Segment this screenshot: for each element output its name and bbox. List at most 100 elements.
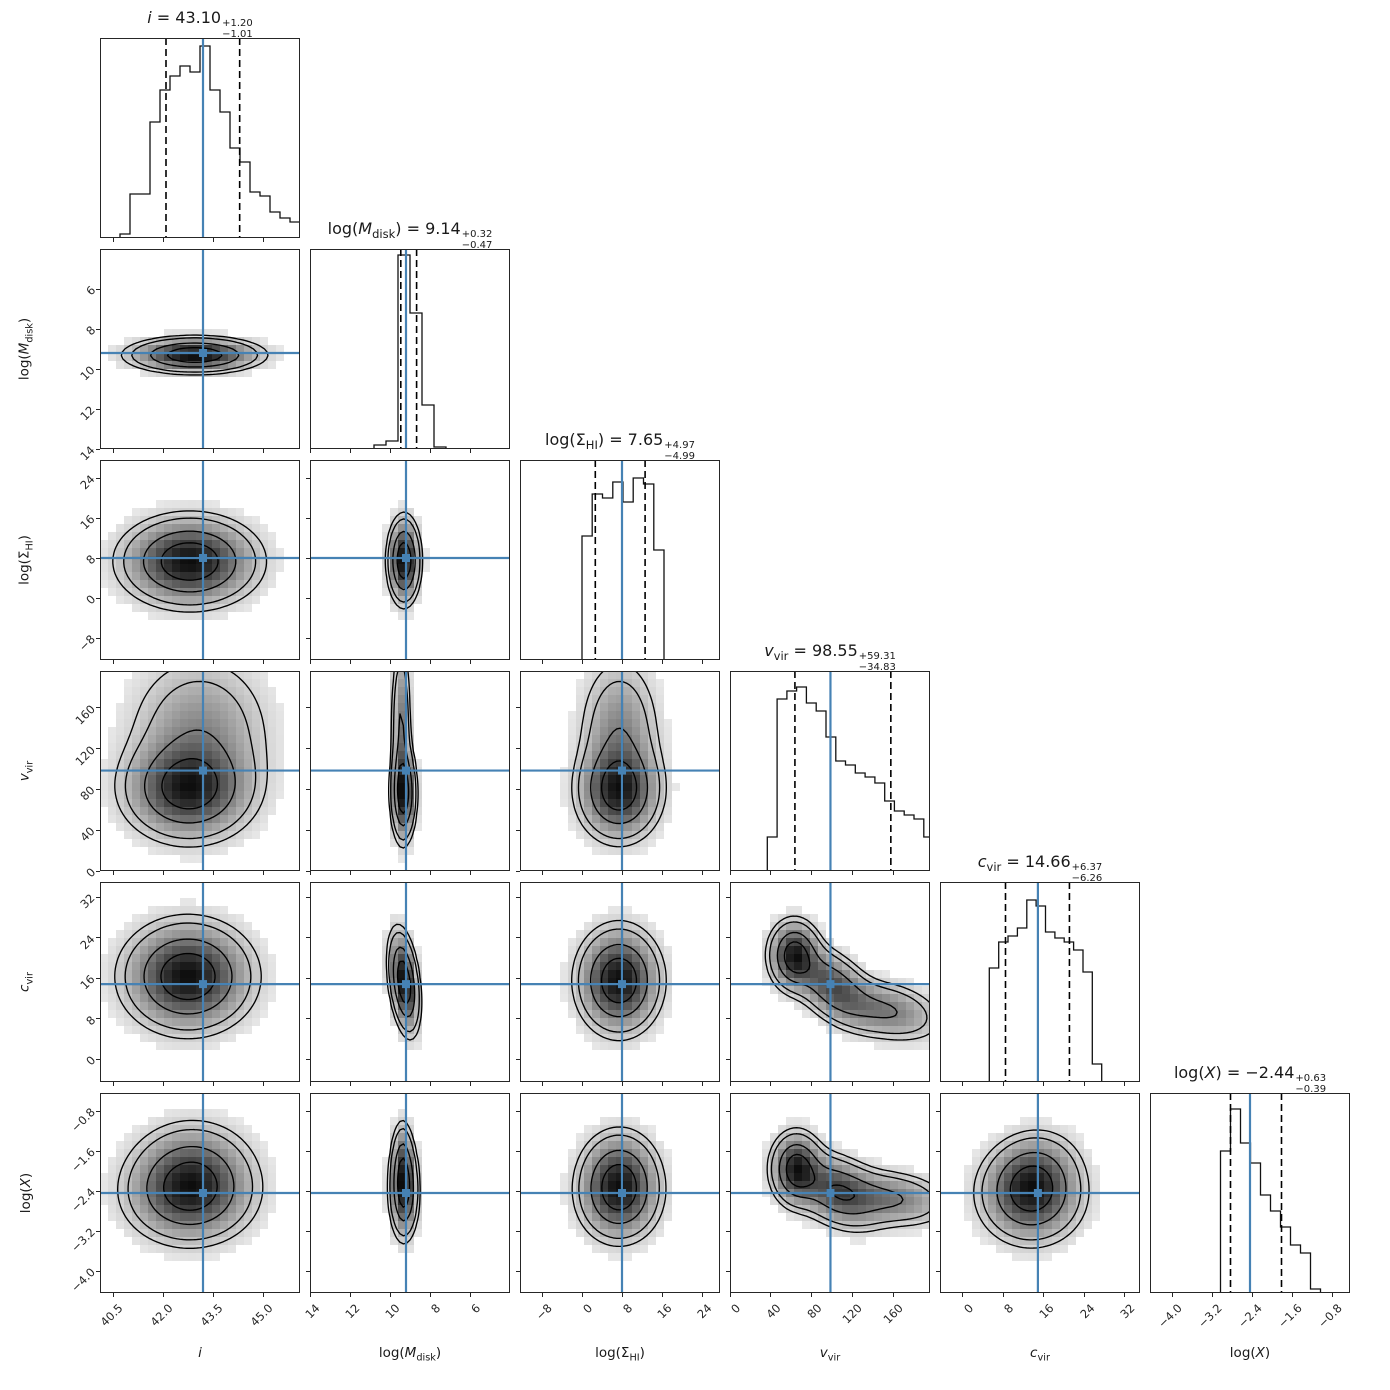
- x-tick-mark: [349, 1293, 351, 1297]
- x-tick-mark: [811, 871, 812, 875]
- x-tick-mark: [262, 449, 264, 453]
- panel-density-i-vs-log_X: [100, 1093, 300, 1293]
- panel-density-i-vs-v_vir: [100, 671, 300, 871]
- x-tick-mark: [309, 1293, 311, 1297]
- y-tick-mark: [306, 1110, 310, 1112]
- y-tick-mark: [96, 1110, 100, 1112]
- label-segment: vir: [773, 649, 789, 664]
- x-tick-mark: [389, 1293, 391, 1297]
- x-tick-label-c_vir: 24: [1077, 1301, 1098, 1322]
- y-tick-label-log_X: −4.0: [68, 1265, 98, 1295]
- x-tick-mark: [962, 1293, 964, 1297]
- y-tick-label-log_Mdisk: 10: [77, 363, 98, 384]
- x-axis-title-i: i: [198, 1345, 202, 1361]
- error-minus: −0.39: [1295, 1084, 1327, 1096]
- x-tick-mark: [469, 1293, 471, 1297]
- x-tick-mark: [581, 660, 583, 664]
- y-tick-mark: [516, 1190, 520, 1192]
- x-tick-mark: [162, 1082, 164, 1086]
- y-tick-mark: [936, 1230, 940, 1232]
- y-tick-label-c_vir: 0: [82, 1053, 98, 1069]
- label-segment: i: [198, 1345, 202, 1361]
- label-segment: Σ: [16, 550, 33, 560]
- x-tick-mark: [541, 871, 543, 875]
- y-tick-mark: [726, 937, 730, 939]
- x-tick-mark: [112, 871, 114, 875]
- density-canvas-v_vir-vs-log_X: [730, 1093, 930, 1293]
- x-tick-mark: [349, 871, 351, 875]
- y-tick-mark: [96, 1018, 100, 1020]
- y-tick-mark: [516, 977, 520, 979]
- y-tick-mark: [96, 829, 100, 831]
- x-tick-mark: [349, 449, 351, 453]
- x-tick-mark: [212, 238, 214, 242]
- panel-density-i-vs-log_Mdisk: [100, 249, 300, 449]
- y-tick-mark: [96, 517, 100, 519]
- x-tick-mark: [112, 1082, 114, 1086]
- y-tick-mark: [96, 288, 100, 290]
- panel-frame: [1150, 1093, 1350, 1293]
- density-canvas-i-vs-log_SigmaHI: [100, 460, 300, 660]
- histogram-svg-log_X: [1150, 1093, 1350, 1293]
- y-tick-mark: [96, 937, 100, 939]
- x-tick-label-log_X: −3.2: [1195, 1301, 1225, 1331]
- panel-density-i-vs-c_vir: [100, 882, 300, 1082]
- x-tick-mark: [309, 660, 311, 664]
- y-tick-mark: [96, 896, 100, 898]
- x-tick-mark: [1002, 1082, 1004, 1086]
- x-tick-mark: [162, 1293, 164, 1297]
- error-plus: +59.31: [858, 651, 896, 662]
- y-tick-mark: [306, 1058, 310, 1060]
- x-tick-mark: [262, 1082, 264, 1086]
- density-canvas-log_Mdisk-vs-log_SigmaHI: [310, 460, 510, 660]
- y-tick-label-log_SigmaHI: 0: [82, 592, 98, 608]
- label-segment: v: [16, 773, 33, 782]
- x-tick-label-log_SigmaHI: 16: [654, 1301, 675, 1322]
- y-tick-mark: [306, 1190, 310, 1192]
- diag-title-i: i = 43.10 +1.20 −1.01: [147, 8, 253, 40]
- label-segment: log(: [378, 1345, 405, 1361]
- y-tick-mark: [96, 1190, 100, 1192]
- label-segment: HI: [629, 1352, 640, 1364]
- y-tick-mark: [96, 788, 100, 790]
- error-minus: −1.01: [222, 29, 253, 41]
- y-tick-mark: [516, 748, 520, 750]
- y-tick-mark: [306, 1150, 310, 1152]
- x-tick-mark: [770, 1293, 772, 1297]
- panel-hist-log_SigmaHI: [520, 460, 720, 660]
- x-tick-label-log_X: −4.0: [1155, 1301, 1185, 1331]
- diag-title-median: = −2.44: [1221, 1063, 1295, 1082]
- diag-title-median: = 14.66: [1001, 852, 1071, 871]
- x-tick-mark: [1002, 1293, 1004, 1297]
- density-canvas-i-vs-v_vir: [100, 671, 300, 871]
- y-tick-label-c_vir: 24: [77, 931, 98, 952]
- label-segment: vir: [1037, 1352, 1050, 1364]
- y-tick-mark: [516, 1018, 520, 1020]
- y-tick-mark: [96, 637, 100, 639]
- x-tick-label-v_vir: 80: [804, 1301, 825, 1322]
- y-tick-mark: [516, 829, 520, 831]
- x-tick-mark: [701, 660, 703, 664]
- label-segment: Σ: [620, 1345, 630, 1361]
- x-tick-mark: [1124, 1082, 1126, 1086]
- y-tick-label-v_vir: 120: [72, 742, 98, 769]
- label-segment: log(: [545, 430, 576, 449]
- x-tick-mark: [770, 1082, 772, 1086]
- y-tick-mark: [516, 788, 520, 790]
- y-tick-label-log_Mdisk: 14: [77, 443, 98, 464]
- label-segment: disk: [416, 1352, 436, 1364]
- label-segment: vir: [24, 760, 36, 774]
- y-axis-title-c_vir: cvir: [17, 972, 36, 992]
- x-tick-mark: [212, 871, 214, 875]
- y-tick-mark: [96, 1230, 100, 1232]
- panel-density-log_Mdisk-vs-log_X: [310, 1093, 510, 1293]
- density-canvas-c_vir-vs-log_X: [940, 1093, 1140, 1293]
- y-tick-mark: [306, 477, 310, 479]
- panel-frame: [310, 249, 510, 449]
- y-tick-mark: [306, 788, 310, 790]
- x-tick-label-log_Mdisk: 12: [342, 1301, 363, 1322]
- diag-title-errors: +0.32 −0.47: [462, 229, 493, 251]
- x-axis-title-log_SigmaHI: log(ΣHI): [595, 1345, 645, 1364]
- panel-hist-v_vir: [730, 671, 930, 871]
- x-tick-mark: [621, 660, 623, 664]
